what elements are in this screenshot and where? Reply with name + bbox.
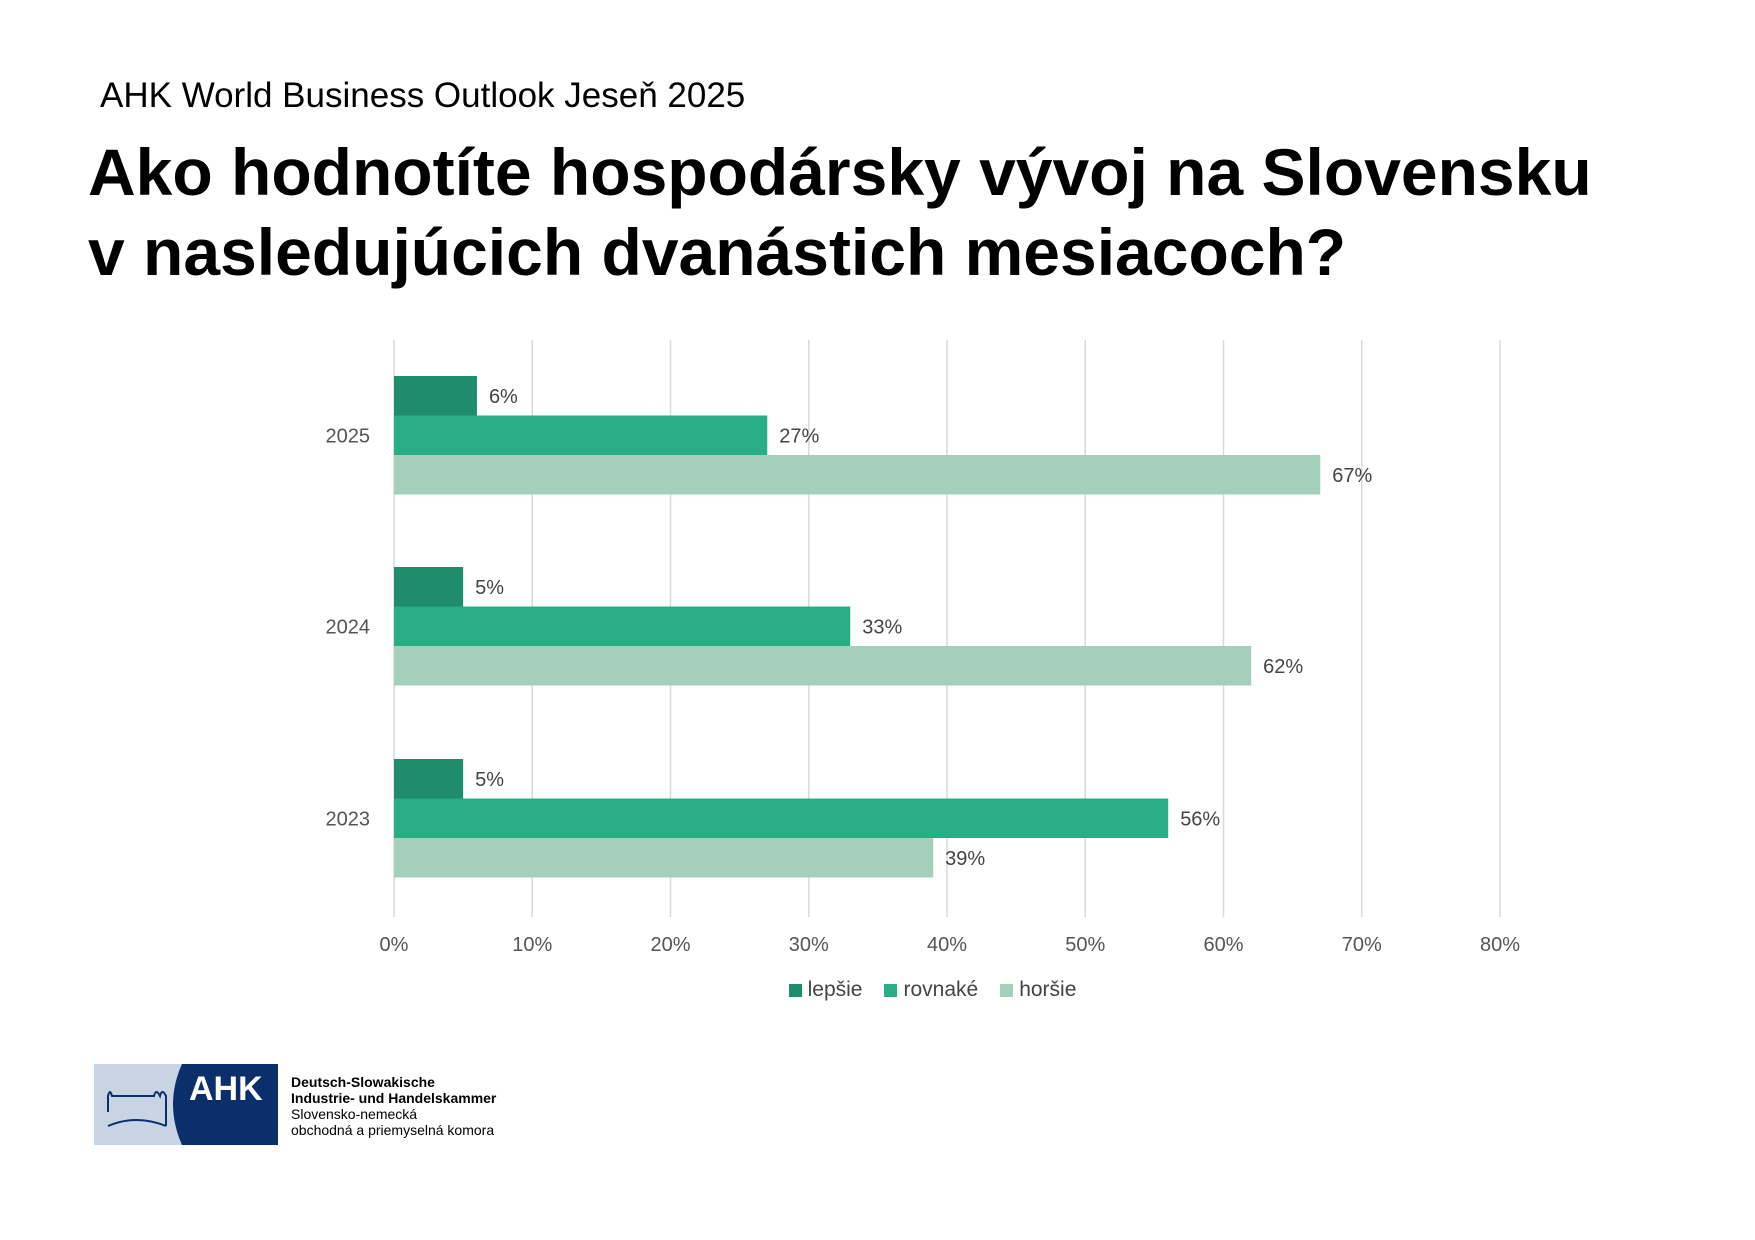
bar-horšie	[394, 646, 1252, 686]
chart-title: Ako hodnotíte hospodársky vývoj na Slove…	[88, 132, 1592, 292]
y-category-label: 2024	[326, 616, 371, 638]
data-label: 27%	[779, 425, 819, 447]
legend-swatch	[1000, 983, 1014, 997]
legend-swatch	[788, 983, 802, 997]
x-tick-label: 60%	[1203, 934, 1243, 956]
data-label: 5%	[475, 769, 504, 791]
x-tick-label: 10%	[512, 934, 552, 956]
logo-line-1: Deutsch-Slowakische	[291, 1074, 435, 1090]
logo-line-2: Industrie- und Handelskammer	[291, 1090, 497, 1106]
x-tick-label: 30%	[789, 934, 829, 956]
data-label: 39%	[945, 848, 985, 870]
legend-item-lepsie: lepšie	[788, 978, 863, 1002]
legend-item-rovnake: rovnaké	[884, 978, 978, 1002]
data-label: 33%	[862, 616, 902, 638]
x-tick-label: 0%	[380, 934, 409, 956]
x-tick-label: 50%	[1065, 934, 1105, 956]
bar-horšie	[394, 838, 934, 878]
legend-swatch	[884, 983, 898, 997]
x-tick-label: 40%	[927, 934, 967, 956]
legend-label: rovnaké	[903, 978, 979, 1001]
x-tick-label: 70%	[1342, 934, 1382, 956]
title-line-1: Ako hodnotíte hospodársky vývoj na Slove…	[88, 135, 1592, 209]
chart-subtitle: AHK World Business Outlook Jeseň 2025	[100, 76, 746, 115]
logo-mark: AHK	[189, 1070, 263, 1108]
y-category-label: 2023	[326, 808, 371, 830]
data-label: 5%	[475, 577, 504, 599]
bar-lepšie	[394, 376, 477, 416]
legend-item-horsie: horšie	[1000, 978, 1076, 1002]
data-label: 67%	[1332, 465, 1372, 487]
data-label: 62%	[1263, 656, 1303, 678]
data-label: 6%	[489, 386, 518, 408]
logo-line-4: obchodná a priemyselná komora	[291, 1122, 495, 1138]
bar-lepšie	[394, 759, 464, 799]
bar-lepšie	[394, 567, 464, 607]
x-tick-label: 20%	[650, 934, 690, 956]
legend: lepšie rovnaké horšie	[0, 978, 1755, 1002]
title-line-2: v nasledujúcich dvanástich mesiacoch?	[88, 215, 1347, 289]
ahk-logo: AHK	[94, 1064, 278, 1145]
bar-horšie	[394, 455, 1321, 495]
logo-line-3: Slovensko-nemecká	[291, 1106, 418, 1122]
bar-rovnaké	[394, 606, 851, 646]
data-label: 56%	[1180, 808, 1220, 830]
bar-rovnaké	[394, 415, 768, 455]
y-category-label: 2025	[326, 425, 371, 447]
legend-label: lepšie	[807, 978, 863, 1001]
bar-rovnaké	[394, 798, 1169, 838]
x-tick-label: 80%	[1480, 934, 1520, 956]
legend-label: horšie	[1019, 978, 1077, 1001]
logo-text: Deutsch-Slowakische Industrie- und Hande…	[291, 1074, 496, 1138]
